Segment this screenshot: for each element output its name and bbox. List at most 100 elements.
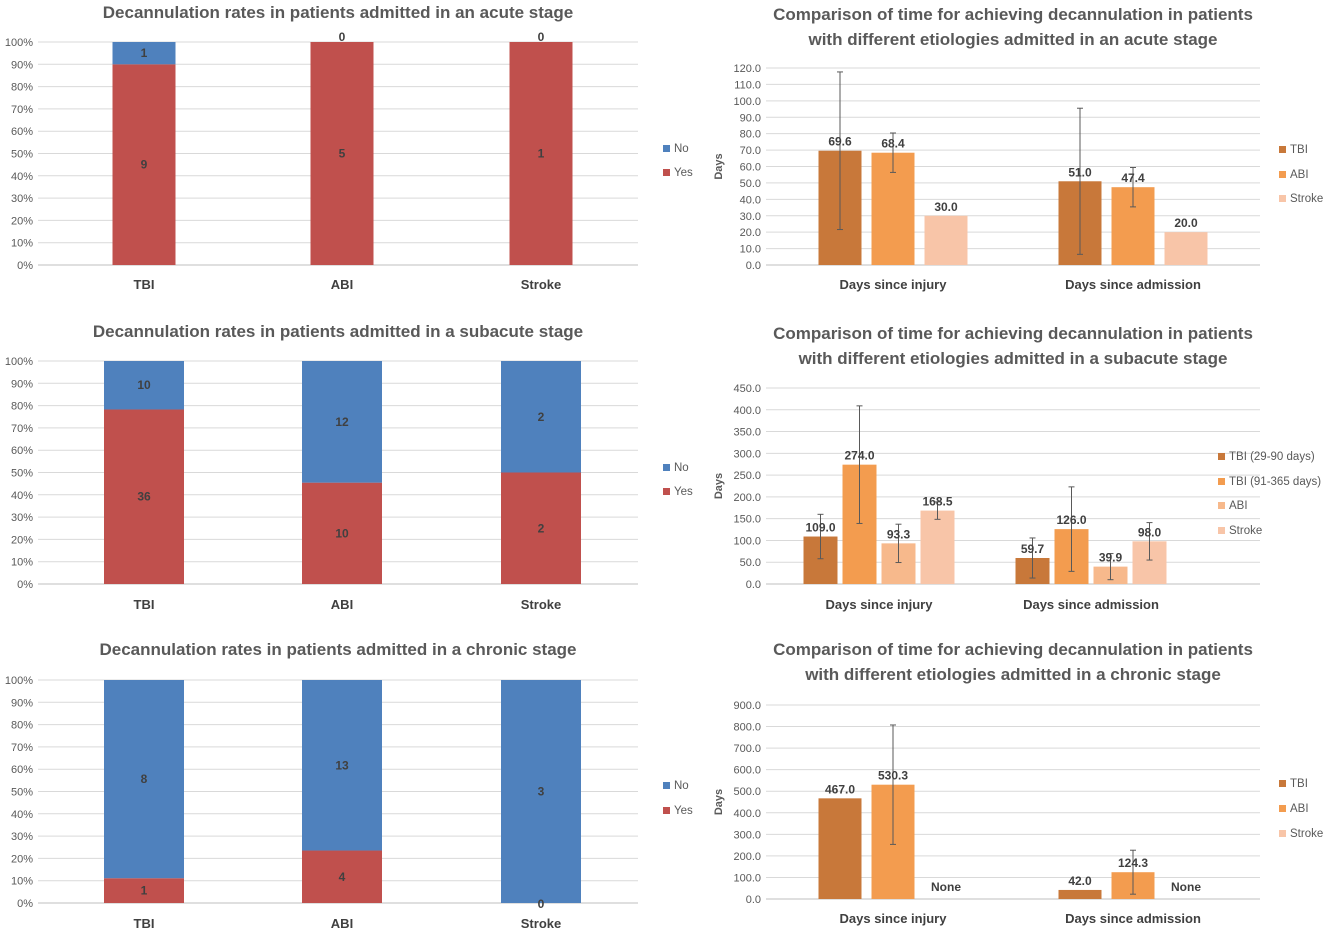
y-tick-label: 400.0 xyxy=(733,808,761,820)
legend-label: ABI xyxy=(1229,500,1248,512)
data-label-none: None xyxy=(1171,880,1201,894)
y-tick-label: 70% xyxy=(11,742,33,754)
legend-swatch xyxy=(1279,171,1286,178)
y-tick-label: 120.0 xyxy=(733,63,761,75)
data-label-no: 0 xyxy=(538,30,545,44)
y-tick-label: 60% xyxy=(11,445,33,457)
y-tick-label: 0.0 xyxy=(746,579,761,591)
chart-1: Decannulation rates in patients admitted… xyxy=(5,3,693,292)
data-label-yes: 2 xyxy=(538,521,545,535)
category-label: Days since injury xyxy=(840,277,948,292)
bar-yes-tbi xyxy=(112,64,176,265)
y-tick-label: 50.0 xyxy=(740,178,761,190)
category-label: Days since admission xyxy=(1023,597,1159,612)
data-label: 68.4 xyxy=(881,137,905,151)
legend-label-no: No xyxy=(674,780,689,792)
y-tick-label: 10.0 xyxy=(740,244,761,256)
data-label: 109.0 xyxy=(805,521,835,535)
y-tick-label: 80% xyxy=(11,720,33,732)
y-tick-label: 0.0 xyxy=(746,260,761,272)
bar-yes-stroke xyxy=(501,472,581,584)
y-tick-label: 90% xyxy=(11,59,33,71)
legend-swatch-yes xyxy=(663,807,670,814)
data-label-no: 10 xyxy=(137,378,151,392)
y-tick-label: 90.0 xyxy=(740,112,761,124)
legend-swatch xyxy=(1218,453,1225,460)
bar-stroke xyxy=(920,510,955,584)
legend-swatch xyxy=(1218,478,1225,485)
y-tick-label: 50% xyxy=(11,149,33,161)
legend-swatch xyxy=(1279,805,1286,812)
y-tick-label: 500.0 xyxy=(733,786,761,798)
y-tick-label: 70% xyxy=(11,104,33,116)
legend-swatch xyxy=(1279,146,1286,153)
y-tick-label: 50% xyxy=(11,468,33,480)
data-label: 98.0 xyxy=(1138,525,1162,539)
bar-tbi xyxy=(818,798,862,899)
category-label: Days since injury xyxy=(826,597,934,612)
bar-yes-stroke xyxy=(509,42,573,265)
data-label: 467.0 xyxy=(825,782,855,796)
data-label-yes: 10 xyxy=(335,526,349,540)
chart-title: with different etiologies admitted in a … xyxy=(804,665,1221,684)
y-tick-label: 40.0 xyxy=(740,194,761,206)
bar-no-tbi xyxy=(112,42,176,65)
y-tick-label: 20% xyxy=(11,853,33,865)
data-label-yes: 5 xyxy=(339,147,346,161)
bar-yes-tbi xyxy=(104,878,184,903)
y-tick-label: 600.0 xyxy=(733,765,761,777)
chart-title: Decannulation rates in patients admitted… xyxy=(93,322,583,341)
data-label-yes: 4 xyxy=(339,870,346,884)
category-label: TBI xyxy=(134,277,155,292)
y-tick-label: 50.0 xyxy=(740,557,761,569)
data-label: 20.0 xyxy=(1174,216,1198,230)
data-label-no: 8 xyxy=(141,772,148,786)
legend-swatch xyxy=(1218,502,1225,509)
legend-label: Stroke xyxy=(1290,193,1323,205)
legend-swatch xyxy=(1279,195,1286,202)
bar-no-abi xyxy=(302,361,382,483)
data-label-no: 3 xyxy=(538,785,545,799)
y-tick-label: 300.0 xyxy=(733,829,761,841)
y-tick-label: 100.0 xyxy=(733,96,761,108)
y-tick-label: 0% xyxy=(17,579,33,591)
chart-title: Comparison of time for achieving decannu… xyxy=(773,640,1253,659)
legend-swatch xyxy=(1279,830,1286,837)
y-axis-label: Days xyxy=(713,473,725,499)
data-label-no: 13 xyxy=(335,758,349,772)
legend-label: TBI xyxy=(1290,778,1308,790)
data-label: 126.0 xyxy=(1056,513,1086,527)
legend-swatch-no xyxy=(663,782,670,789)
y-tick-label: 10% xyxy=(11,876,33,888)
y-tick-label: 400.0 xyxy=(733,405,761,417)
chart-title: with different etiologies admitted in an… xyxy=(807,30,1217,49)
y-tick-label: 80% xyxy=(11,82,33,94)
y-tick-label: 40% xyxy=(11,490,33,502)
chart-title: Comparison of time for achieving decannu… xyxy=(773,5,1253,24)
y-tick-label: 350.0 xyxy=(733,427,761,439)
category-label: Stroke xyxy=(521,277,561,292)
y-tick-label: 10% xyxy=(11,238,33,250)
legend-label-no: No xyxy=(674,462,689,474)
data-label: 274.0 xyxy=(844,449,874,463)
data-label: 168.5 xyxy=(922,495,952,509)
category-label: Days since injury xyxy=(840,911,948,926)
data-label: 69.6 xyxy=(828,135,852,149)
chart-4: Comparison of time for achieving decannu… xyxy=(713,324,1321,612)
category-label: ABI xyxy=(331,277,353,292)
legend-swatch-yes xyxy=(663,488,670,495)
category-label: Stroke xyxy=(521,597,561,612)
data-label-yes: 1 xyxy=(141,884,148,898)
bar-yes-abi xyxy=(302,850,382,903)
y-tick-label: 20% xyxy=(11,534,33,546)
data-label-yes: 0 xyxy=(538,897,545,911)
legend-label: Stroke xyxy=(1290,828,1323,840)
y-tick-label: 0.0 xyxy=(746,894,761,906)
category-label: Days since admission xyxy=(1065,911,1201,926)
bar-stroke xyxy=(924,215,968,265)
y-tick-label: 30% xyxy=(11,831,33,843)
y-tick-label: 20% xyxy=(11,215,33,227)
legend-swatch-yes xyxy=(663,169,670,176)
y-tick-label: 300.0 xyxy=(733,448,761,460)
y-tick-label: 70% xyxy=(11,423,33,435)
